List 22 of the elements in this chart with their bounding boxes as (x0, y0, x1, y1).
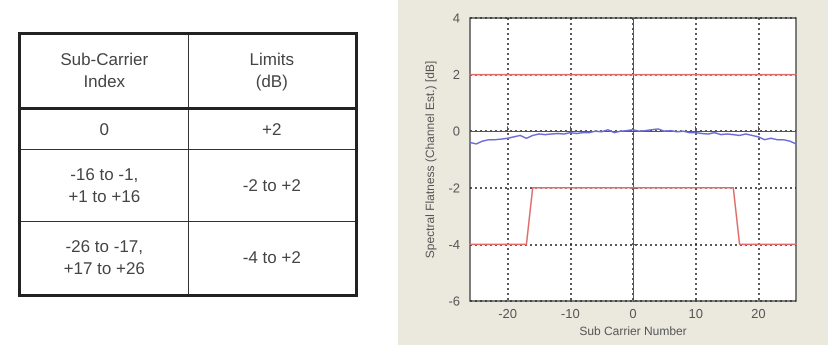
x-tick-label: -20 (498, 306, 518, 321)
text: +2 (188, 108, 356, 150)
y-tick-label: -4 (448, 236, 460, 252)
text: 0 (20, 108, 188, 150)
y-tick-label: 2 (452, 67, 460, 82)
line-series (469, 128, 797, 145)
x-tick-label: 0 (629, 306, 637, 321)
x-axis-title: Sub Carrier Number (579, 324, 687, 338)
text: -26 to -17, +17 to +26 (20, 222, 188, 296)
text: Limits (dB) (188, 34, 356, 109)
text: Sub-Carrier Index (20, 34, 188, 109)
text: -2 to +2 (188, 150, 356, 222)
y-tick-label: 0 (452, 124, 460, 139)
text: -16 to -1, +1 to +16 (20, 150, 188, 222)
y-tick-label: -2 (448, 180, 460, 196)
y-axis-title: Spectral Flatness (Channel Est.) [dB] (423, 60, 437, 258)
y-tick-label: 4 (452, 10, 460, 26)
x-tick-label: 20 (751, 306, 766, 321)
x-tick-label: -10 (560, 306, 580, 321)
x-tick-label: 10 (688, 306, 703, 321)
text: -4 to +2 (188, 222, 356, 296)
y-tick-label: -6 (448, 294, 460, 308)
